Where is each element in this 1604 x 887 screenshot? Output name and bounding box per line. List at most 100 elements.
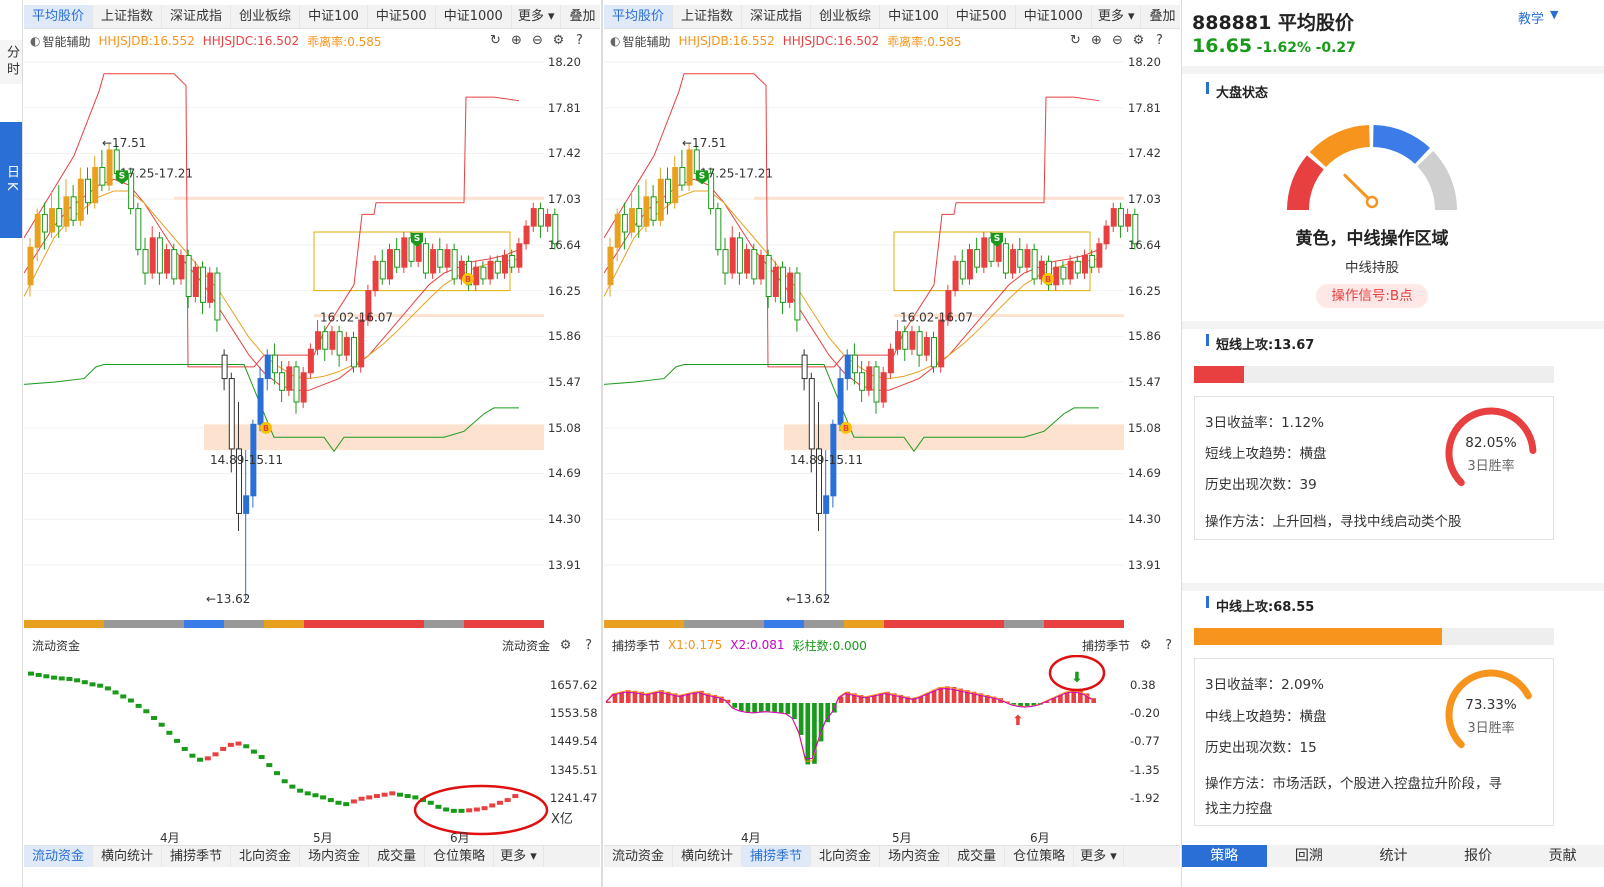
help-icon[interactable]: ? [1156, 33, 1163, 48]
trend-strip [104, 620, 144, 628]
fishing-bar [712, 695, 718, 703]
zoom-in-icon[interactable]: ⊕ [511, 33, 522, 48]
liquidity-mark [212, 752, 219, 757]
indicator-tab-6[interactable]: 仓位策略 [1005, 846, 1075, 867]
help-icon[interactable]: ? [585, 637, 592, 653]
zoom-in-icon[interactable]: ⊕ [1091, 33, 1102, 48]
candle [343, 337, 350, 356]
index-tab-1[interactable]: 上证指数 [93, 5, 163, 28]
candle [665, 178, 672, 204]
index-tab-0[interactable]: 平均股价 [604, 5, 674, 28]
fishing-bar [705, 693, 711, 703]
indicator-tab-7[interactable]: 更多 ▾ [1074, 846, 1124, 867]
axis-label: 15.86 [548, 329, 581, 344]
indicator-tab-2[interactable]: 捕捞季节 [162, 846, 232, 867]
gear-icon[interactable]: ⚙ [1139, 637, 1152, 653]
index-tab-4[interactable]: 中证100 [300, 5, 368, 28]
index-tab-5[interactable]: 中证500 [948, 5, 1016, 28]
mid-range-label: 16.02-16.07 [900, 311, 973, 325]
indicator-tab-3[interactable]: 北向资金 [811, 846, 881, 867]
fishing-bar [632, 690, 638, 703]
candle [537, 208, 544, 227]
candle [815, 448, 822, 514]
axis-label: 1241.47 [550, 790, 598, 805]
candle [708, 172, 715, 210]
help-icon[interactable]: ? [576, 33, 583, 48]
candle [135, 208, 142, 251]
assist-toggle-icon[interactable]: ◐ [30, 34, 41, 48]
pct-change: -1.62% [1256, 40, 1312, 56]
indicator-tab-6[interactable]: 仓位策略 [425, 846, 495, 867]
fishing-season-chart[interactable]: ⬇⬆ [604, 655, 1180, 845]
gear-icon[interactable]: ⚙ [559, 637, 572, 653]
index-tab-7[interactable]: 更多 ▾ [1092, 5, 1142, 28]
fishing-bar [818, 703, 824, 742]
right-tabs: 策略 回溯 统计 报价 贡献 [1182, 845, 1604, 867]
candle [794, 272, 801, 321]
indicator-tab-2[interactable]: 捕捞季节 [742, 846, 812, 867]
index-tab-3[interactable]: 创业板综 [811, 5, 881, 28]
index-tab-3[interactable]: 创业板综 [231, 5, 301, 28]
indicator-tab-0[interactable]: 流动资金 [604, 846, 674, 867]
index-tab-6[interactable]: 中证1000 [1016, 5, 1092, 28]
indicator-tab-1[interactable]: 横向统计 [673, 846, 743, 867]
kline-chart-right[interactable]: ←17.51 17.25-17.21 16.02-16.07 14.89-15.11 ←… [604, 52, 1180, 632]
indicator-tab-5[interactable]: 成交量 [949, 846, 1006, 867]
index-tab-2[interactable]: 深证成指 [742, 5, 812, 28]
zoom-out-icon[interactable]: ⊖ [1112, 33, 1123, 48]
refresh-icon[interactable]: ↻ [490, 33, 501, 48]
index-tab-7[interactable]: 更多 ▾ [512, 5, 562, 28]
index-tab-4[interactable]: 中证100 [880, 5, 948, 28]
index-tab-1[interactable]: 上证指数 [673, 5, 743, 28]
candle [552, 213, 559, 245]
right-tab-3[interactable]: 报价 [1464, 848, 1493, 864]
teach-link[interactable]: 教学 [1518, 12, 1545, 27]
tab-intraday[interactable]: 分时 [0, 40, 22, 84]
right-tab-0[interactable]: 策略 [1182, 845, 1267, 867]
liquidity-mark [320, 795, 327, 800]
index-tab-2[interactable]: 深证成指 [162, 5, 232, 28]
index-tab-8[interactable]: 叠加 [561, 5, 605, 28]
indicator-tab-7[interactable]: 更多 ▾ [494, 846, 544, 867]
index-tab-6[interactable]: 中证1000 [436, 5, 512, 28]
axis-label: 17.81 [1128, 100, 1161, 115]
candle [679, 167, 686, 186]
indicator-tab-3[interactable]: 北向资金 [231, 846, 301, 867]
trend-strip [224, 620, 264, 628]
liquidity-chart[interactable] [24, 655, 600, 845]
liquidity-mark [389, 791, 396, 796]
candle [458, 260, 465, 280]
tab-daily-k[interactable]: 日K [0, 122, 22, 238]
right-tab-4[interactable]: 贡献 [1548, 848, 1577, 864]
indicator-tab-0[interactable]: 流动资金 [24, 846, 94, 867]
candle [938, 319, 945, 368]
gear-icon[interactable]: ⚙ [1132, 33, 1145, 48]
buy-signal: B [843, 424, 849, 433]
gear-icon[interactable]: ⚙ [552, 33, 565, 48]
candle [981, 237, 988, 268]
right-tab-2[interactable]: 统计 [1379, 848, 1408, 864]
index-tab-0[interactable]: 平均股价 [24, 5, 94, 28]
chevron-down-icon[interactable]: ▼ [1550, 8, 1559, 21]
indicator-tab-1[interactable]: 横向统计 [93, 846, 163, 867]
fishing-bar [679, 695, 684, 703]
assist-toggle-icon[interactable]: ◐ [610, 34, 621, 48]
zoom-out-icon[interactable]: ⊖ [532, 33, 543, 48]
candle [837, 378, 844, 425]
refresh-icon[interactable]: ↻ [1070, 33, 1081, 48]
indicator-name[interactable]: 智能辅助 [622, 34, 671, 49]
candle [516, 243, 523, 268]
axis-label: 18.20 [548, 55, 581, 69]
indicator-tab-4[interactable]: 场内资金 [300, 846, 370, 867]
candle [473, 266, 480, 286]
indicator-tab-5[interactable]: 成交量 [369, 846, 426, 867]
help-icon[interactable]: ? [1165, 637, 1172, 653]
mid-progress [1194, 628, 1554, 645]
index-tab-5[interactable]: 中证500 [368, 5, 436, 28]
mid-count: 历史出现次数：15 [1205, 740, 1317, 756]
indicator-tab-4[interactable]: 场内资金 [880, 846, 950, 867]
right-tab-1[interactable]: 回溯 [1294, 848, 1323, 864]
index-tab-8[interactable]: 叠加 [1141, 5, 1185, 28]
kline-chart-left[interactable]: ←17.51 17.25-17.21 16.02-16.07 14.89-15.11 ←… [24, 52, 600, 632]
indicator-name[interactable]: 智能辅助 [42, 34, 91, 49]
